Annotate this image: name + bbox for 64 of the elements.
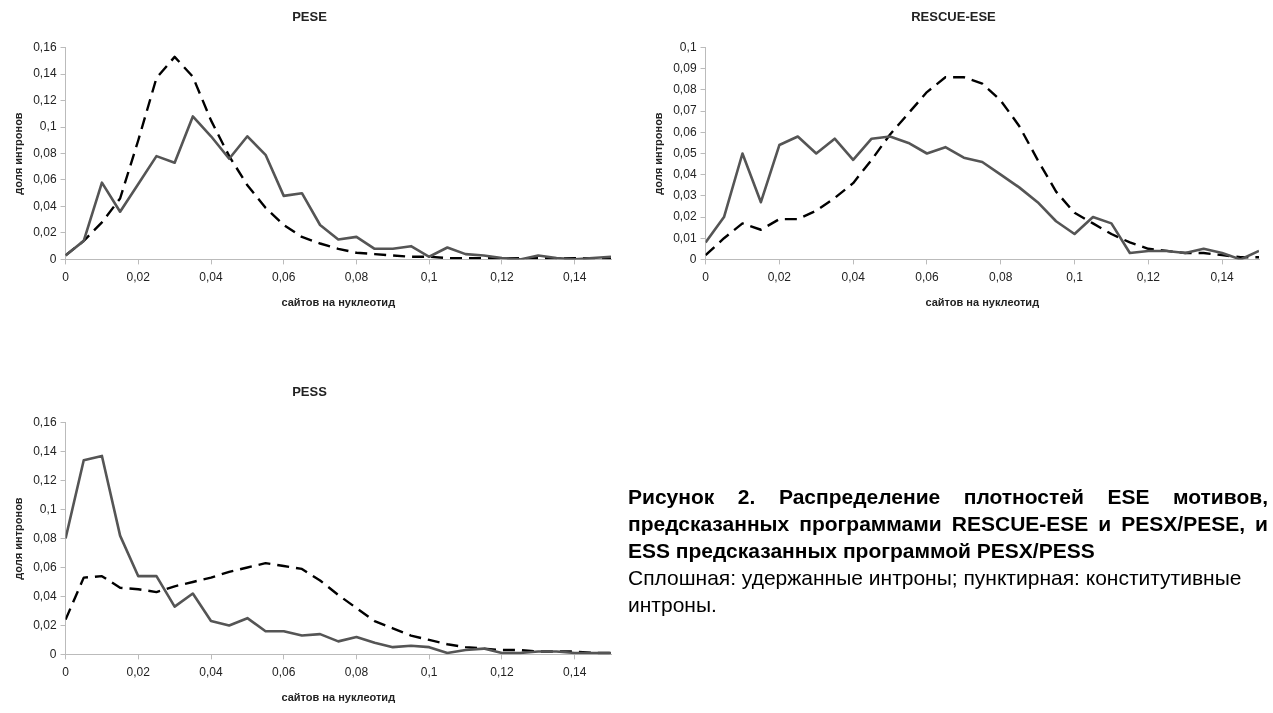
y-tick-label: 0,08 (33, 530, 57, 545)
x-tick-label: 0,06 (915, 269, 939, 284)
y-tick-label: 0,04 (33, 588, 57, 603)
x-axis-title: сайтов на нуклеотид (925, 296, 1040, 309)
x-tick-label: 0,04 (199, 664, 224, 679)
y-tick-label: 0,06 (673, 124, 697, 139)
x-tick-label: 0,1 (420, 269, 438, 284)
text: Сплошная: удержанные интроны; пунктирная: конститутивные интроны. (628, 565, 1243, 618)
x-tick-label: 0,04 (199, 269, 224, 284)
x-tick-label: 0,14 (562, 269, 587, 284)
x-tick-label: 0,04 (841, 269, 866, 284)
y-tick-label: 0,04 (673, 166, 697, 181)
x-axis-title: сайтов на нуклеотид (281, 691, 396, 704)
y-tick-label: 0,14 (33, 443, 57, 458)
chart-title: PESE (292, 9, 328, 25)
y-tick-label: 0,05 (673, 145, 697, 160)
y-tick-label: 0,14 (33, 66, 57, 81)
x-tick-label: 0,14 (1210, 269, 1235, 284)
y-tick-label: 0 (49, 251, 57, 266)
y-tick-label: 0,07 (673, 103, 697, 118)
x-tick-label: 0,08 (344, 664, 369, 679)
y-tick-label: 0,06 (33, 559, 57, 574)
x-tick-label: 0,12 (1136, 269, 1161, 284)
y-tick-label: 0,08 (673, 82, 697, 97)
y-axis-title: доля интронов (651, 112, 664, 195)
y-tick-label: 0,01 (673, 230, 697, 245)
x-tick-label: 0,08 (989, 269, 1013, 284)
x-tick-label: 0,1 (420, 664, 438, 679)
y-tick-label: 0,02 (33, 617, 57, 632)
x-tick-label: 0,12 (490, 269, 514, 284)
x-tick-label: 0,12 (490, 664, 514, 679)
chart-title: PESS (292, 384, 328, 400)
y-axis-title: доля интронов (11, 112, 24, 195)
y-tick-label: 0,06 (33, 172, 57, 187)
x-tick-label: 0,1 (1066, 269, 1084, 284)
y-tick-label: 0,1 (39, 501, 57, 516)
text: Рисунок 2. Распределение плотностей ESE мотивов, предсказанных программами RESCUE-ESE и PESX/PESE, и ESS предсказанных программой PESX/PESS (628, 484, 1268, 564)
y-axis-title: доля интронов (11, 497, 24, 580)
y-tick-label: 0,1 (39, 119, 57, 134)
x-tick-label: 0,06 (272, 664, 296, 679)
x-tick-label: 0 (702, 269, 710, 284)
y-tick-label: 0 (689, 251, 697, 266)
y-tick-label: 0,08 (33, 145, 57, 160)
x-tick-label: 0,06 (272, 269, 296, 284)
y-tick-label: 0,12 (33, 472, 57, 487)
x-tick-label: 0 (62, 664, 70, 679)
chart-title: RESCUE-ESE (911, 9, 997, 25)
x-axis-title: сайтов на нуклеотид (281, 296, 396, 309)
y-tick-label: 0,16 (33, 414, 57, 429)
y-tick-label: 0,02 (673, 209, 697, 224)
x-tick-label: 0 (62, 269, 70, 284)
x-tick-label: 0,02 (767, 269, 792, 284)
y-tick-label: 0,12 (33, 92, 57, 107)
x-tick-label: 0,02 (126, 664, 151, 679)
x-tick-label: 0,08 (344, 269, 369, 284)
y-tick-label: 0,03 (673, 188, 697, 203)
y-tick-label: 0,02 (33, 225, 57, 240)
y-tick-label: 0,09 (673, 61, 697, 76)
y-tick-label: 0 (49, 646, 57, 661)
y-tick-label: 0,04 (33, 198, 57, 213)
y-tick-label: 0,1 (679, 39, 697, 54)
y-tick-label: 0,16 (33, 39, 57, 54)
x-tick-label: 0,02 (126, 269, 151, 284)
x-tick-label: 0,14 (562, 664, 587, 679)
